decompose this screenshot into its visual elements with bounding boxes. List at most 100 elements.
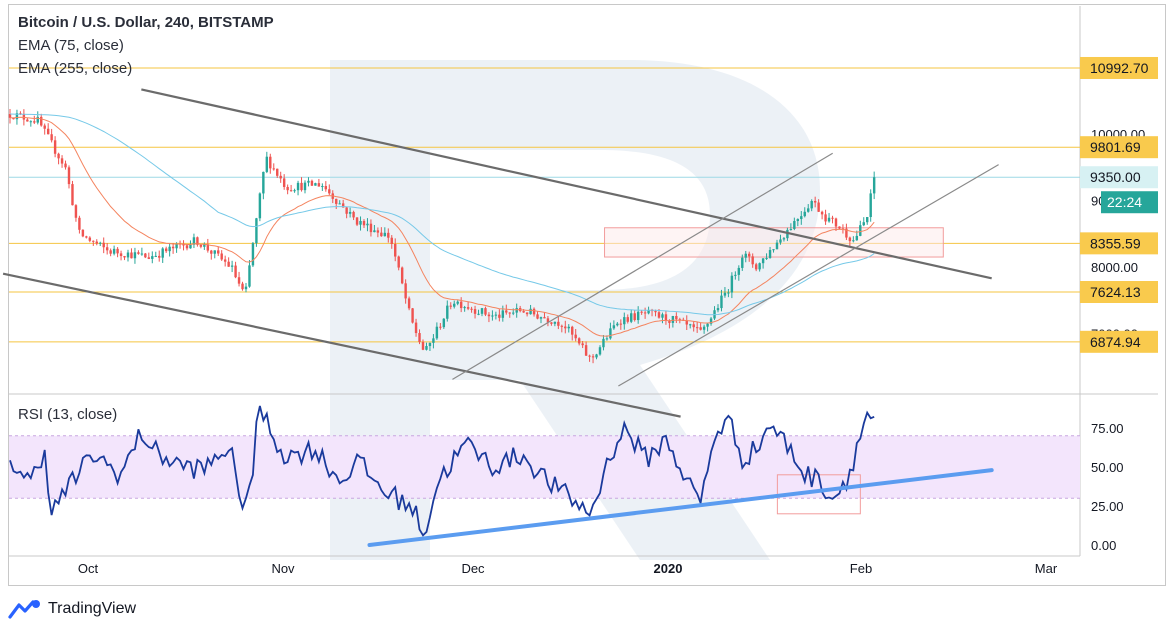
- candle-body[interactable]: [310, 180, 314, 186]
- candle-body[interactable]: [265, 156, 269, 172]
- candle-body[interactable]: [123, 256, 126, 258]
- candle-body[interactable]: [22, 113, 26, 120]
- candle-body[interactable]: [574, 334, 577, 339]
- candle-body[interactable]: [338, 203, 341, 205]
- candle-body[interactable]: [407, 298, 411, 309]
- candle-body[interactable]: [591, 356, 595, 358]
- candle-body[interactable]: [387, 232, 390, 238]
- candle-body[interactable]: [702, 326, 706, 330]
- candle-body[interactable]: [400, 267, 404, 284]
- candle-body[interactable]: [456, 301, 459, 304]
- candle-body[interactable]: [244, 286, 248, 290]
- candle-body[interactable]: [196, 237, 199, 245]
- candle-body[interactable]: [810, 201, 813, 209]
- candle-body[interactable]: [872, 177, 876, 194]
- descending-channel-top-line[interactable]: [141, 88, 992, 280]
- candle-body[interactable]: [473, 309, 477, 314]
- candle-body[interactable]: [643, 312, 647, 314]
- candle-body[interactable]: [414, 322, 418, 334]
- candle-body[interactable]: [435, 326, 439, 339]
- candle-body[interactable]: [50, 134, 53, 141]
- candle-body[interactable]: [793, 221, 796, 229]
- candle-body[interactable]: [418, 333, 421, 342]
- candle-body[interactable]: [352, 211, 355, 218]
- candle-body[interactable]: [394, 243, 397, 257]
- candle-body[interactable]: [564, 326, 567, 329]
- candle-body[interactable]: [369, 223, 373, 233]
- candle-body[interactable]: [230, 265, 234, 267]
- candle-body[interactable]: [657, 312, 661, 318]
- candle-body[interactable]: [220, 253, 223, 260]
- candle-body[interactable]: [442, 318, 446, 328]
- candle-body[interactable]: [206, 244, 210, 251]
- candle-body[interactable]: [130, 252, 133, 259]
- candle-body[interactable]: [709, 318, 713, 324]
- candle-body[interactable]: [126, 252, 130, 258]
- candle-body[interactable]: [175, 243, 178, 249]
- candle-body[interactable]: [609, 328, 612, 339]
- candle-body[interactable]: [276, 168, 279, 176]
- candle-body[interactable]: [758, 263, 761, 270]
- candle-body[interactable]: [484, 308, 487, 315]
- candle-body[interactable]: [88, 237, 92, 241]
- candle-body[interactable]: [158, 255, 161, 258]
- candle-body[interactable]: [345, 207, 348, 214]
- candle-body[interactable]: [355, 217, 359, 225]
- candle-body[interactable]: [12, 117, 15, 120]
- candle-body[interactable]: [852, 240, 855, 242]
- candle-body[interactable]: [112, 248, 116, 254]
- candle-body[interactable]: [43, 125, 46, 129]
- candle-body[interactable]: [99, 242, 102, 244]
- candle-body[interactable]: [612, 325, 616, 329]
- candle-body[interactable]: [102, 242, 105, 248]
- candle-body[interactable]: [57, 153, 60, 159]
- candle-body[interactable]: [692, 324, 695, 328]
- candle-body[interactable]: [241, 283, 244, 290]
- candle-body[interactable]: [494, 314, 498, 316]
- candle-body[interactable]: [359, 220, 362, 225]
- candle-body[interactable]: [459, 301, 463, 309]
- candle-body[interactable]: [741, 257, 744, 268]
- candle-body[interactable]: [817, 202, 820, 212]
- candle-body[interactable]: [269, 156, 272, 169]
- candle-body[interactable]: [404, 283, 407, 299]
- candle-body[interactable]: [466, 307, 470, 309]
- candle-body[interactable]: [425, 346, 428, 350]
- candle-body[interactable]: [303, 182, 307, 191]
- candle-body[interactable]: [40, 116, 43, 126]
- candle-body[interactable]: [293, 190, 296, 192]
- candle-body[interactable]: [140, 253, 144, 255]
- candle-body[interactable]: [862, 222, 865, 226]
- candle-body[interactable]: [213, 250, 216, 254]
- candle-body[interactable]: [515, 308, 518, 313]
- candle-body[interactable]: [227, 261, 230, 267]
- candle-body[interactable]: [161, 248, 164, 258]
- candle-body[interactable]: [168, 246, 171, 252]
- candle-body[interactable]: [192, 237, 196, 245]
- candle-body[interactable]: [217, 250, 220, 254]
- candle-body[interactable]: [498, 314, 501, 318]
- candle-body[interactable]: [36, 116, 39, 123]
- candle-body[interactable]: [477, 313, 480, 315]
- candle-body[interactable]: [390, 237, 393, 244]
- candle-body[interactable]: [71, 184, 74, 206]
- candle-body[interactable]: [480, 308, 484, 314]
- candle-body[interactable]: [807, 208, 810, 212]
- candle-body[interactable]: [397, 256, 400, 268]
- candle-body[interactable]: [234, 265, 237, 278]
- candle-body[interactable]: [671, 315, 675, 323]
- candle-body[interactable]: [723, 292, 727, 296]
- candle-body[interactable]: [279, 175, 282, 179]
- candle-body[interactable]: [144, 253, 147, 258]
- candle-body[interactable]: [866, 217, 869, 223]
- candle-body[interactable]: [296, 182, 300, 191]
- candle-body[interactable]: [248, 265, 251, 287]
- candle-body[interactable]: [605, 338, 609, 340]
- candle-body[interactable]: [560, 325, 564, 327]
- candle-body[interactable]: [532, 308, 536, 315]
- candle-body[interactable]: [223, 259, 227, 262]
- candle-body[interactable]: [633, 313, 636, 321]
- candle-body[interactable]: [598, 347, 602, 355]
- candle-body[interactable]: [185, 245, 189, 249]
- candle-body[interactable]: [164, 248, 168, 252]
